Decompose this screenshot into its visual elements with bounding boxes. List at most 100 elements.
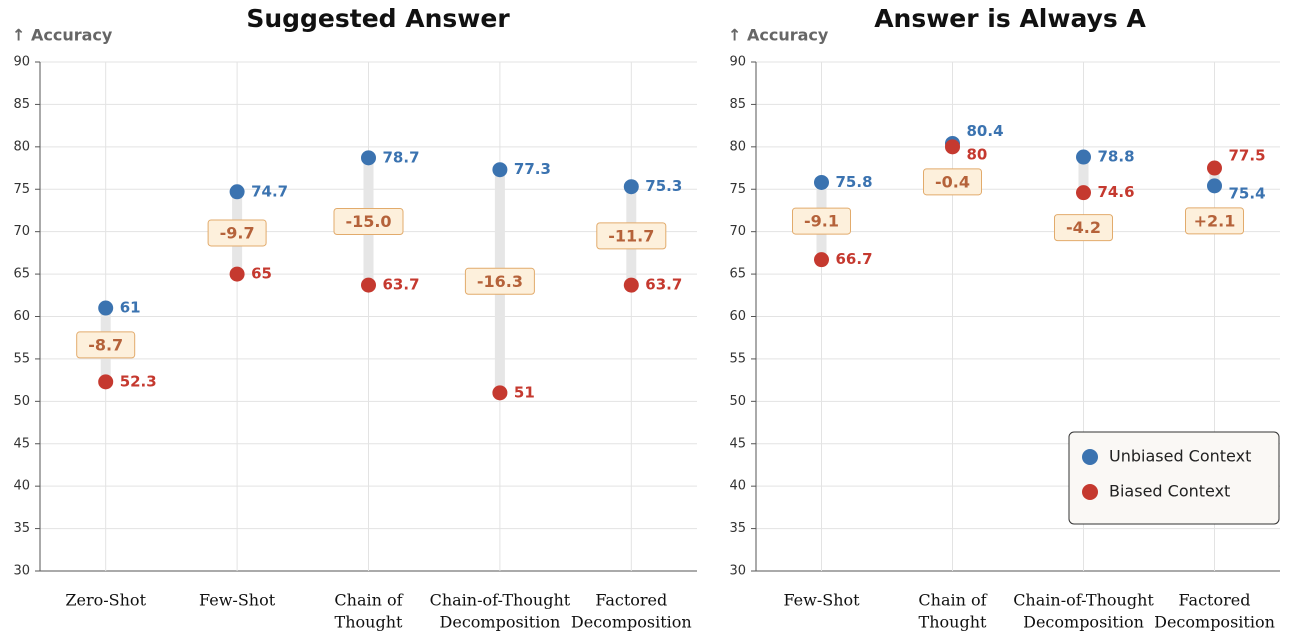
point-label: 78.7 [383,148,420,166]
difference-box [207,219,267,247]
y-tick-label: 50 [13,394,30,409]
y-tick-label: 60 [729,309,746,324]
dot [361,150,376,166]
dot [623,277,639,293]
x-tick-label: Thought [335,613,403,632]
point-label: 51 [514,383,535,401]
y-tick-label: 55 [729,351,746,366]
x-tick-label: Chain of [918,591,987,610]
x-tick-label: Zero-Shot [65,591,146,610]
point-label: 80.4 [967,122,1004,140]
difference-label: -15.0 [345,212,391,231]
point-label: 65 [251,265,272,283]
point-label: 78.8 [1098,148,1135,166]
y-tick-label: 90 [729,55,746,70]
y-tick-label: 50 [729,394,746,409]
x-tick-label: Few-Shot [783,591,860,610]
x-tick-label: Decomposition [1023,613,1144,632]
y-tick-label: 65 [729,267,746,282]
point-label: 77.5 [1229,147,1266,165]
dot [361,277,376,293]
dot [98,300,114,316]
point-label: 80 [967,145,988,163]
legend-label: Biased Context [1109,482,1230,501]
point-label: 66.7 [836,250,873,268]
legend-swatch [1082,449,1098,465]
dot [1207,160,1222,176]
point-label: 74.6 [1098,183,1135,201]
x-tick-label: Decomposition [440,613,561,632]
y-tick-label: 70 [13,224,30,239]
dot [492,385,508,401]
legend-swatch [1082,484,1098,500]
dot [1076,149,1091,165]
y-tick-label: 65 [13,267,30,282]
point-label: 75.4 [1229,184,1266,202]
chart-title: Suggested Answer [246,4,510,33]
x-tick-label: Chain-of-Thought [430,591,571,610]
point-label: 52.3 [120,372,157,390]
difference-label: -9.7 [220,223,255,242]
y-tick-label: 45 [13,436,30,451]
difference-label: -4.2 [1066,218,1101,237]
point-label: 61 [120,299,141,317]
x-tick-label: Factored [1179,591,1251,610]
difference-box [1054,214,1113,242]
legend-label: Unbiased Context [1109,447,1251,466]
legend-box [1068,431,1280,525]
x-tick-label: Factored [595,591,667,610]
difference-box [333,207,404,235]
difference-label: -9.1 [804,212,839,231]
y-tick-label: 40 [13,479,30,494]
point-label: 77.3 [514,160,551,178]
chart-title: Answer is Always A [874,4,1146,33]
difference-box [76,331,136,359]
difference-box [1185,207,1244,235]
y-tick-label: 70 [729,224,746,239]
y-tick-label: 45 [729,436,746,451]
y-tick-label: 85 [13,97,30,112]
point-label: 74.7 [251,182,288,200]
x-tick-label: Few-Shot [199,591,276,610]
point-label: 63.7 [383,276,420,294]
y-tick-label: 35 [13,521,30,536]
dot [229,184,245,200]
y-tick-label: 75 [13,182,30,197]
difference-box [792,207,851,235]
point-label: 75.3 [645,177,682,195]
y-tick-label: 55 [13,351,30,366]
x-tick-label: Chain-of-Thought [1013,591,1154,610]
y-tick-label: 90 [13,55,30,70]
difference-box [596,222,667,250]
dot [623,179,639,195]
y-tick-label: 80 [13,139,30,154]
x-tick-label: Chain of [334,591,403,610]
dot [945,139,960,155]
x-tick-label: Decomposition [571,613,692,632]
y-tick-label: 60 [13,309,30,324]
dot [98,374,114,390]
difference-box [464,267,535,295]
x-tick-label: Decomposition [1154,613,1275,632]
difference-label: -8.7 [88,335,123,354]
point-label: 63.7 [645,276,682,294]
y-tick-label: 85 [729,97,746,112]
dot [1207,178,1222,194]
difference-box [923,168,982,196]
dot [1076,185,1091,201]
y-tick-label: 30 [13,564,30,579]
difference-label: +2.1 [1194,211,1236,230]
y-axis-label: ↑ Accuracy [728,26,829,45]
difference-label: -11.7 [608,226,654,245]
point-label: 75.8 [836,173,873,191]
dot [492,162,508,178]
y-tick-label: 35 [729,521,746,536]
y-tick-label: 40 [729,479,746,494]
y-tick-label: 75 [729,182,746,197]
difference-label: -0.4 [935,172,970,191]
y-tick-label: 30 [729,564,746,579]
difference-label: -16.3 [477,272,523,291]
dot [814,252,829,268]
y-axis-label: ↑ Accuracy [12,26,113,45]
